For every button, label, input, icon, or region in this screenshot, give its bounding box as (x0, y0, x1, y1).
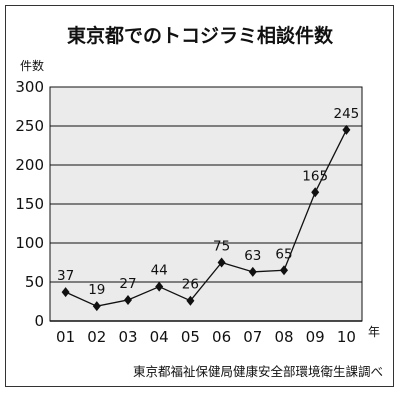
data-point-marker (217, 257, 226, 268)
data-point-marker (342, 124, 351, 135)
data-markers (61, 124, 351, 312)
y-tick-labels: 0 50 100 150 200 250 300 (15, 78, 44, 330)
x-tick-label: 08 (274, 328, 293, 346)
data-point-marker (92, 301, 101, 312)
x-tick-label: 04 (150, 328, 169, 346)
data-label: 44 (151, 263, 168, 279)
data-label: 26 (182, 277, 199, 293)
data-label: 65 (275, 246, 292, 262)
y-tick-label: 0 (34, 312, 44, 330)
gridlines (50, 125, 362, 322)
data-point-marker (280, 265, 288, 276)
y-tick-label: 200 (15, 156, 44, 174)
x-tick-label: 07 (243, 328, 262, 346)
x-tick-label: 10 (337, 328, 356, 346)
data-point-marker (124, 294, 132, 305)
data-labels: 37 19 27 44 26 75 63 65 165 245 (57, 106, 359, 298)
y-tick-label: 250 (15, 117, 44, 135)
y-tick-label: 50 (25, 273, 44, 291)
x-tick-label: 06 (212, 328, 231, 346)
data-point-marker (186, 295, 195, 306)
x-tick-label: 05 (181, 328, 200, 346)
x-axis-label: 年 (368, 325, 380, 339)
data-point-marker (155, 281, 164, 292)
data-point-marker (61, 287, 70, 298)
chart-title: 東京都でのトコジラミ相談件数 (67, 24, 334, 47)
data-label: 245 (334, 106, 360, 122)
data-point-marker (311, 187, 320, 198)
data-label: 19 (88, 282, 105, 298)
x-tick-label: 03 (118, 328, 137, 346)
data-label: 75 (213, 239, 230, 255)
y-tick-label: 150 (15, 195, 44, 213)
y-tick-label: 100 (15, 234, 44, 252)
x-tick-label: 02 (87, 328, 106, 346)
data-point-marker (248, 266, 257, 277)
y-axis-label: 件数 (20, 58, 44, 73)
x-tick-label: 09 (306, 328, 325, 346)
source-note: 東京都福祉保健局健康安全部環境衛生課調べ (133, 364, 383, 379)
data-label: 27 (119, 276, 136, 292)
data-label: 63 (244, 248, 261, 264)
series-line (65, 129, 347, 307)
data-label: 165 (302, 168, 328, 184)
y-tick-label: 300 (15, 78, 44, 96)
data-label: 37 (57, 268, 74, 284)
x-tick-label: 01 (56, 328, 75, 346)
x-tick-labels: 01 02 03 04 05 06 07 08 09 10 (56, 328, 356, 346)
